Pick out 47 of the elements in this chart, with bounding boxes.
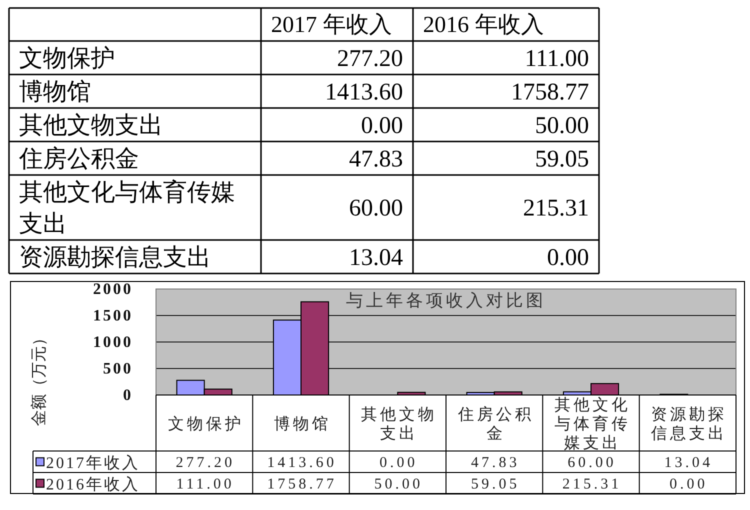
y-tick-label: 0 [123,387,133,404]
x-tick-label: 文物保护 [168,415,244,433]
category-label: 资源勘探信息支出 [19,245,211,271]
category-label: 其他文化与体育传媒支出 [19,179,235,238]
category-label: 博物馆 [19,78,91,106]
data-label: 215.31 [523,196,589,222]
data-label: 50.00 [374,476,424,492]
text: 2016 年收入 [423,12,544,37]
legend-label: 2016年收入 [46,475,140,494]
x-tick-label: 住房公积金 [456,406,534,442]
data-label: 59.05 [535,146,589,172]
data-label: 1758.77 [511,79,589,106]
category-label: 文物保护 [19,45,115,72]
data-label: 277.20 [176,454,235,471]
data-label: 59.05 [470,476,520,492]
data-label: 111.00 [524,46,589,72]
data-label: 13.04 [349,244,403,271]
data-label: 277.20 [337,46,403,72]
data-label: 47.83 [470,454,520,471]
y-tick-label: 500 [103,360,133,378]
y-tick-label: 1500 [93,308,133,324]
y-tick-label: 2000 [93,281,133,298]
data-label: 0.00 [547,244,589,271]
legend-label: 2017年收入 [46,454,140,472]
data-label: 47.83 [349,146,403,172]
data-label: 0.00 [670,476,708,492]
data-label: 60.00 [349,196,403,222]
data-label: 111.00 [176,476,234,492]
text: 2017 年收入 [271,12,392,37]
data-label: 1758.77 [267,476,337,492]
y-tick-label: 1000 [93,334,133,351]
category-label: 其他文物支出 [19,112,163,139]
data-label: 1413.60 [325,79,403,106]
x-tick-label: 其他文物支出 [361,406,438,442]
data-label: 0.00 [361,112,403,139]
x-tick-label: 博物馆 [274,415,331,433]
data-label: 60.00 [568,454,616,471]
x-tick-label: 资源勘探信息支出 [651,406,728,442]
data-label: 0.00 [380,454,418,471]
data-label: 215.31 [562,476,622,492]
data-label: 50.00 [535,112,589,139]
x-tick-label: 其他文化与体育传媒支出 [554,396,630,452]
chart-title: 与上年各项收入对比图 [346,291,546,310]
data-label: 1413.60 [267,454,337,471]
y-axis-title: 金额（万元） [30,330,48,426]
category-label: 住房公积金 [18,146,139,172]
data-label: 13.04 [664,454,714,471]
